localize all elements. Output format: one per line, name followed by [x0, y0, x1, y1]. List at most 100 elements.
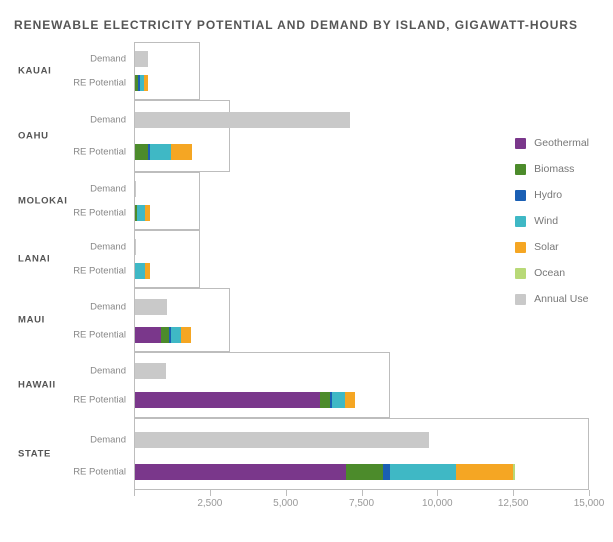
bar-kauai-demand [135, 51, 148, 67]
row-label-demand: Demand [70, 242, 126, 253]
seg-annual_use [135, 432, 429, 448]
legend-label-wind: Wind [534, 216, 558, 227]
bar-oahu-re [135, 144, 192, 160]
xaxis-label: 2,500 [197, 498, 222, 509]
xaxis-tick [513, 490, 514, 496]
seg-biomass [135, 144, 148, 160]
xaxis-label: 15,000 [574, 498, 605, 509]
seg-biomass [346, 464, 382, 480]
bar-lanai-demand [135, 239, 136, 255]
island-label-lanai: LANAI [18, 254, 50, 265]
legend-item-annual_use: Annual Use [515, 286, 589, 312]
bar-state-re [135, 464, 515, 480]
plot-frame-hawaii [134, 352, 390, 418]
xaxis-label: 12,500 [498, 498, 529, 509]
bar-hawaii-demand [135, 363, 166, 379]
chart-container: RENEWABLE ELECTRICITY POTENTIAL AND DEMA… [0, 0, 613, 542]
legend-label-hydro: Hydro [534, 190, 562, 201]
seg-wind [332, 392, 345, 408]
seg-wind [135, 263, 145, 279]
seg-geothermal [135, 327, 161, 343]
seg-wind [390, 464, 456, 480]
row-label-demand: Demand [70, 115, 126, 126]
seg-ocean [513, 464, 515, 480]
xaxis-tick [134, 490, 135, 496]
legend-swatch-solar [515, 242, 526, 253]
island-label-state: STATE [18, 449, 51, 460]
legend-label-biomass: Biomass [534, 164, 574, 175]
legend: Geothermal Biomass Hydro Wind Solar Ocean Annu… [515, 130, 589, 312]
row-label-re: RE Potential [70, 147, 126, 158]
bar-molokai-demand [135, 181, 136, 197]
bar-maui-demand [135, 299, 167, 315]
seg-solar [145, 263, 150, 279]
island-label-hawaii: HAWAII [18, 380, 56, 391]
bar-state-demand [135, 432, 429, 448]
seg-annual_use [135, 239, 136, 255]
plot-frame-oahu [134, 100, 230, 172]
row-label-re: RE Potential [70, 330, 126, 341]
row-label-demand: Demand [70, 184, 126, 195]
legend-item-ocean: Ocean [515, 260, 589, 286]
xaxis-tick [286, 490, 287, 496]
legend-swatch-geothermal [515, 138, 526, 149]
row-label-re: RE Potential [70, 467, 126, 478]
seg-annual_use [135, 51, 148, 67]
island-label-molokai: MOLOKAI [18, 196, 68, 207]
seg-annual_use [135, 299, 167, 315]
seg-annual_use [135, 363, 166, 379]
legend-swatch-hydro [515, 190, 526, 201]
legend-label-ocean: Ocean [534, 268, 565, 279]
row-label-re: RE Potential [70, 208, 126, 219]
seg-geothermal [135, 464, 346, 480]
chart-title: RENEWABLE ELECTRICITY POTENTIAL AND DEMA… [14, 18, 599, 32]
xaxis-tick [362, 490, 363, 496]
legend-item-wind: Wind [515, 208, 589, 234]
legend-swatch-wind [515, 216, 526, 227]
island-label-oahu: OAHU [18, 131, 49, 142]
seg-solar [181, 327, 192, 343]
seg-annual_use [135, 112, 350, 128]
legend-swatch-annual_use [515, 294, 526, 305]
seg-solar [456, 464, 513, 480]
seg-biomass [161, 327, 169, 343]
legend-item-geothermal: Geothermal [515, 130, 589, 156]
bar-oahu-demand [135, 112, 350, 128]
xaxis-tick [210, 490, 211, 496]
legend-swatch-biomass [515, 164, 526, 175]
island-label-kauai: KAUAI [18, 66, 51, 77]
bar-molokai-re [135, 205, 150, 221]
seg-solar [345, 392, 355, 408]
seg-solar [145, 205, 150, 221]
row-label-demand: Demand [70, 54, 126, 65]
seg-wind [171, 327, 181, 343]
legend-label-solar: Solar [534, 242, 559, 253]
xaxis-tick [589, 490, 590, 496]
row-label-demand: Demand [70, 435, 126, 446]
chart-body: Geothermal Biomass Hydro Wind Solar Ocean Annu… [14, 42, 599, 512]
bar-lanai-re [135, 263, 150, 279]
island-label-maui: MAUI [18, 315, 45, 326]
plot-frame-molokai [134, 172, 200, 230]
row-label-re: RE Potential [70, 395, 126, 406]
plot-frame-lanai [134, 230, 200, 288]
legend-item-hydro: Hydro [515, 182, 589, 208]
row-label-re: RE Potential [70, 266, 126, 277]
bar-kauai-re [135, 75, 148, 91]
bar-hawaii-re [135, 392, 355, 408]
seg-solar [144, 75, 148, 91]
legend-item-solar: Solar [515, 234, 589, 260]
seg-wind [137, 205, 145, 221]
seg-solar [171, 144, 192, 160]
bar-maui-re [135, 327, 191, 343]
xaxis-label: 5,000 [273, 498, 298, 509]
seg-hydro [383, 464, 390, 480]
seg-geothermal [135, 392, 320, 408]
xaxis-label: 7,500 [349, 498, 374, 509]
seg-wind [150, 144, 171, 160]
legend-label-geothermal: Geothermal [534, 138, 589, 149]
seg-annual_use [135, 181, 136, 197]
row-label-demand: Demand [70, 366, 126, 377]
row-label-demand: Demand [70, 302, 126, 313]
legend-item-biomass: Biomass [515, 156, 589, 182]
